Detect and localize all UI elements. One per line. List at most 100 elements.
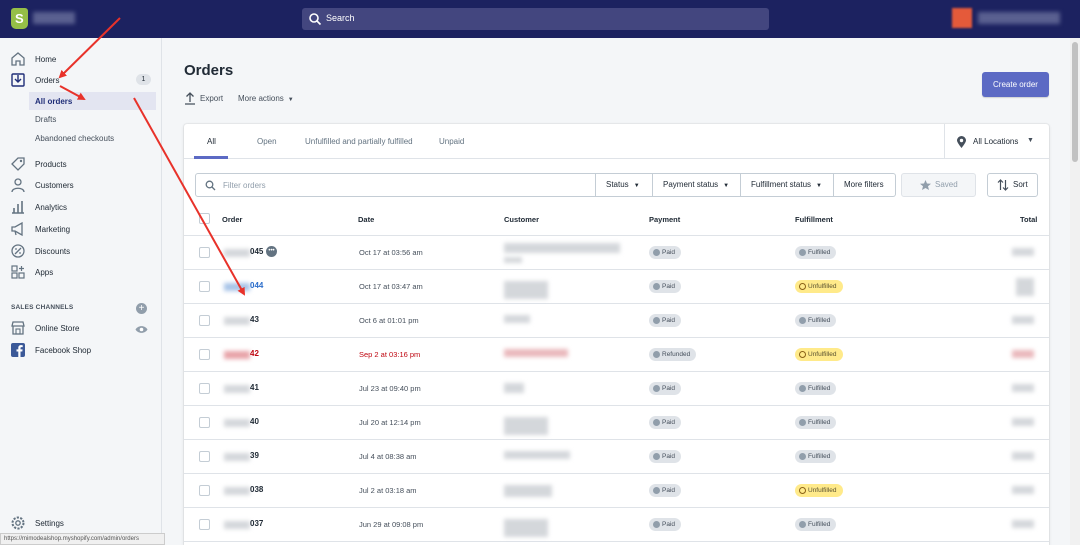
row-checkbox[interactable] [199,417,210,428]
table-row[interactable]: 038 Jul 2 at 03:18 am Paid Unfulfilled [184,474,1049,508]
add-channel-plus-icon[interactable]: + [136,303,147,314]
tab-open[interactable]: Open [257,137,277,146]
table-row[interactable]: 41 Jul 23 at 09:40 pm Paid Fulfilled [184,372,1049,406]
fulfillment-status-filter-button[interactable]: Fulfillment status ▼ [741,173,834,197]
more-filters-button[interactable]: More filters [834,173,896,197]
payment-status-filter-button[interactable]: Payment status ▼ [653,173,741,197]
user-name-redacted[interactable] [978,12,1060,24]
sidebar-item-customers[interactable]: Customers [0,176,162,196]
tab-unfulfilled[interactable]: Unfulfilled and partially fulfilled [305,137,413,146]
sidebar-subitem-all-orders[interactable]: All orders [29,92,156,110]
table-row[interactable]: 42 Sep 2 at 03:16 pm Refunded Unfulfilled [184,338,1049,372]
sidebar-item-analytics[interactable]: Analytics [0,198,162,218]
table-row[interactable]: 045 ••• Oct 17 at 03:56 am Paid Fulfilled [184,236,1049,270]
order-prefix-redacted [224,351,250,359]
shopify-bag-icon[interactable] [11,8,28,29]
select-all-checkbox[interactable] [199,213,210,224]
sidebar-item-settings[interactable]: Settings [0,514,162,534]
order-prefix-redacted [224,385,250,393]
order-prefix-redacted [224,249,250,257]
row-checkbox[interactable] [199,485,210,496]
column-header-fulfillment[interactable]: Fulfillment [795,215,833,224]
customer-name-redacted[interactable] [504,243,620,253]
create-order-button[interactable]: Create order [982,72,1049,97]
sidebar-item-products[interactable]: Products [0,155,162,175]
customer-name-redacted[interactable] [504,485,552,497]
row-checkbox[interactable] [199,281,210,292]
scrollbar-thumb[interactable] [1072,42,1078,162]
note-chat-icon[interactable]: ••• [266,246,277,257]
order-number-link[interactable]: 43 [250,315,259,324]
more-actions-button[interactable]: More actions ▼ [238,94,294,103]
star-icon [920,180,931,190]
row-checkbox[interactable] [199,519,210,530]
order-number-link[interactable]: 038 [250,485,264,494]
page-scrollbar[interactable] [1070,38,1080,545]
status-filter-button[interactable]: Status ▼ [596,173,653,197]
order-number-link[interactable]: 045 [250,247,264,256]
chevron-down-icon[interactable]: ▼ [1027,137,1034,144]
row-checkbox[interactable] [199,383,210,394]
sidebar-subitem-abandoned-checkouts[interactable]: Abandoned checkouts [29,129,156,147]
store-icon [11,321,25,335]
search-bar[interactable]: Search [302,8,769,30]
customer-name-redacted[interactable] [504,383,524,393]
sidebar-item-label: Apps [35,268,54,277]
row-checkbox[interactable] [199,247,210,258]
table-row[interactable]: 40 Jul 20 at 12:14 pm Paid Fulfilled [184,406,1049,440]
table-row[interactable]: 037 Jun 29 at 09:08 pm Paid Fulfilled [184,508,1049,542]
sidebar-item-label: Home [35,55,57,64]
location-pin-icon[interactable] [957,136,966,148]
table-row[interactable]: 43 Oct 6 at 01:01 pm Paid Fulfilled [184,304,1049,338]
eye-icon[interactable] [135,325,148,334]
location-selector[interactable]: All Locations [973,137,1019,146]
sidebar-item-online-store[interactable]: Online Store [0,319,162,339]
order-number-link[interactable]: 39 [250,451,259,460]
browser-status-url: https://mimodealshop.myshopify.com/admin… [0,533,165,545]
saved-button[interactable]: Saved [901,173,976,197]
row-checkbox[interactable] [199,451,210,462]
sidebar-item-label: Facebook Shop [35,346,92,355]
customer-name-redacted[interactable] [504,519,548,537]
column-header-customer[interactable]: Customer [504,215,540,224]
chevron-down-icon: ▼ [723,183,730,189]
customer-name-redacted[interactable] [504,451,570,459]
order-prefix-redacted [224,419,250,427]
table-row[interactable]: 044 Oct 17 at 03:47 am Paid Unfulfilled [184,270,1049,304]
sidebar-item-label: Online Store [35,324,80,333]
row-checkbox[interactable] [199,315,210,326]
apps-icon [11,265,25,279]
tab-unpaid[interactable]: Unpaid [439,137,465,146]
sidebar-item-orders[interactable]: Orders [0,71,162,91]
customer-name-redacted[interactable] [504,417,548,435]
column-header-order[interactable]: Order [222,215,243,224]
bar-chart-icon [12,201,24,214]
filter-orders-input[interactable]: Filter orders [195,173,596,197]
customer-name-redacted[interactable] [504,281,548,299]
avatar[interactable] [952,8,972,28]
tab-all[interactable]: All [207,137,216,146]
order-number-link[interactable]: 40 [250,417,259,426]
sidebar-item-home[interactable]: Home [0,50,162,70]
row-checkbox[interactable] [199,349,210,360]
column-header-payment[interactable]: Payment [649,215,681,224]
column-header-total[interactable]: Total [1020,215,1038,224]
store-name-redacted[interactable] [33,12,75,24]
sidebar-item-discounts[interactable]: Discounts [0,242,162,262]
customer-name-redacted[interactable] [504,315,530,323]
order-number-link[interactable]: 037 [250,519,264,528]
table-row[interactable]: 39 Jul 4 at 08:38 am Paid Fulfilled [184,440,1049,474]
fulfillment-status-filter-label: Fulfillment status [751,180,812,189]
order-number-link[interactable]: 42 [250,349,259,358]
order-date: Oct 6 at 01:01 pm [359,316,419,325]
order-number-link[interactable]: 41 [250,383,259,392]
sidebar-item-facebook-shop[interactable]: Facebook Shop [0,341,162,361]
sort-button[interactable]: Sort [987,173,1038,197]
sidebar-item-marketing[interactable]: Marketing [0,220,162,240]
sidebar-item-apps[interactable]: Apps [0,263,162,283]
sidebar-subitem-drafts[interactable]: Drafts [29,110,156,128]
order-number-link[interactable]: 044 [250,281,264,290]
customer-name-redacted[interactable] [504,349,568,357]
order-total-redacted [1016,278,1034,296]
column-header-date[interactable]: Date [358,215,375,224]
